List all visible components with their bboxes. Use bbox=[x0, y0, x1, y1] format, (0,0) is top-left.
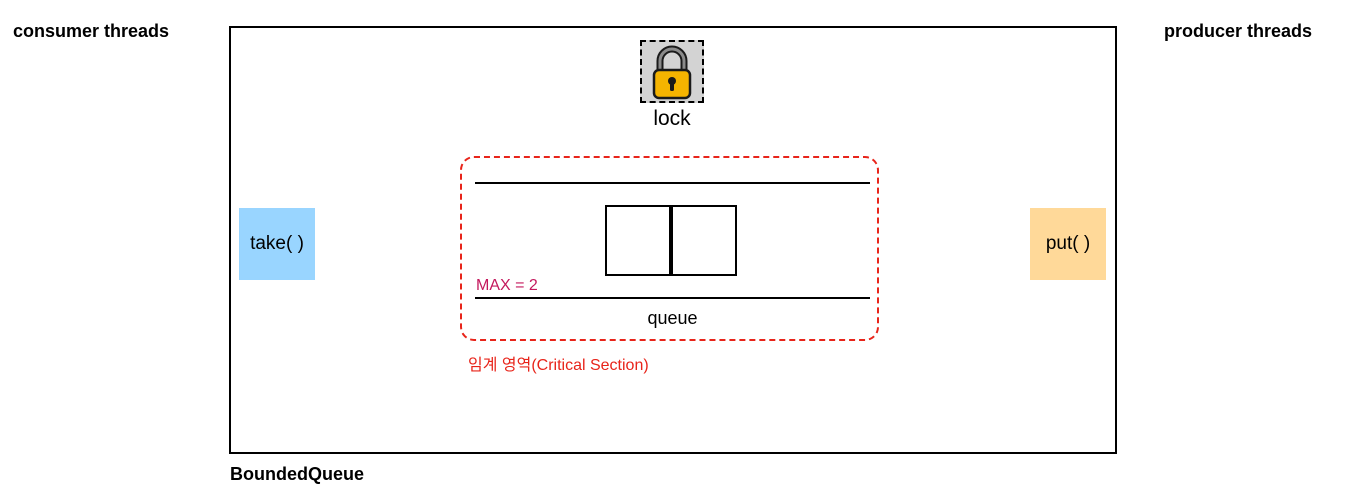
put-method-label: put( ) bbox=[1045, 233, 1091, 254]
bounded-queue-container bbox=[229, 26, 1117, 454]
queue-bottom-line bbox=[475, 297, 870, 299]
padlock-icon bbox=[652, 45, 692, 100]
lock-box bbox=[640, 40, 704, 103]
queue-slot bbox=[605, 205, 671, 276]
bounded-queue-label: BoundedQueue bbox=[230, 464, 364, 484]
queue-slot bbox=[671, 205, 737, 276]
lock-label: lock bbox=[653, 107, 691, 130]
producer-threads-label: producer threads bbox=[1164, 21, 1313, 41]
queue-top-line bbox=[475, 182, 870, 184]
put-method-box: put( ) bbox=[1030, 208, 1106, 280]
critical-section-region bbox=[460, 156, 879, 341]
take-method-box: take( ) bbox=[239, 208, 315, 280]
queue-label: queue bbox=[647, 308, 698, 328]
critical-section-label: 임계 영역(Critical Section) bbox=[468, 357, 649, 374]
consumer-threads-label: consumer threads bbox=[13, 21, 170, 41]
take-method-label: take( ) bbox=[250, 233, 304, 254]
max-capacity-label: MAX = 2 bbox=[476, 277, 538, 294]
